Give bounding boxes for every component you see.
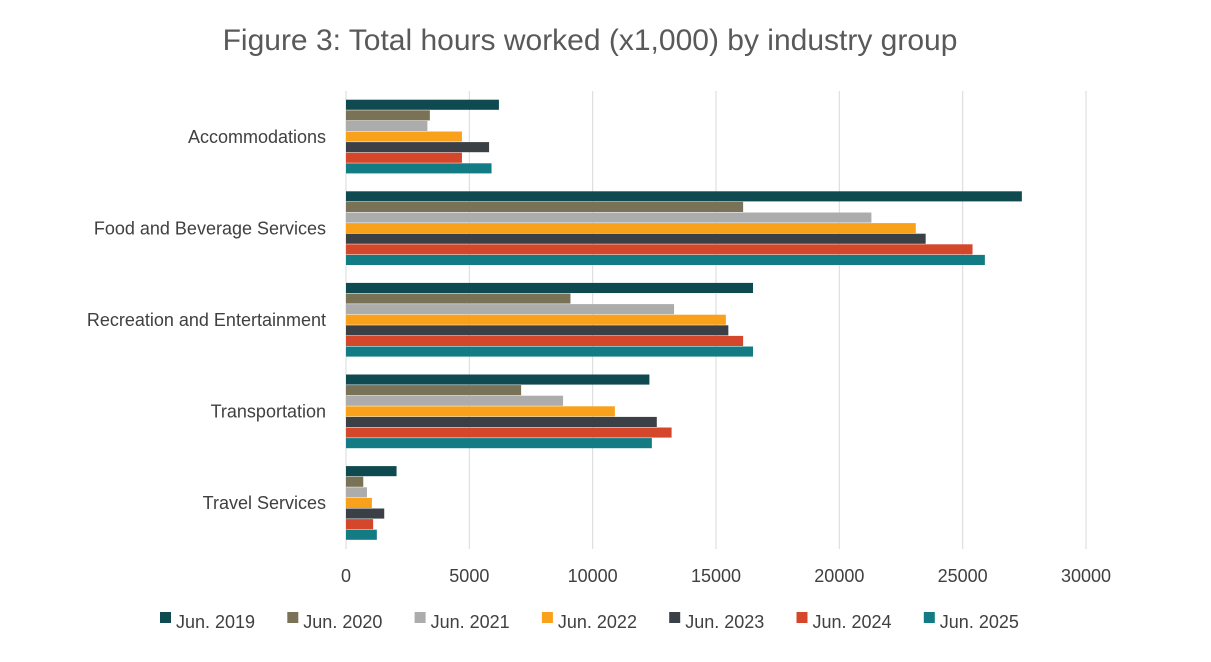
legend-label: Jun. 2025 — [940, 612, 1019, 632]
category-labels: Accommodations Food and Beverage Services… — [87, 127, 326, 513]
legend-swatch — [414, 612, 426, 623]
bar — [346, 254, 985, 265]
bar — [346, 325, 729, 336]
x-tick-label: 30000 — [1061, 566, 1111, 586]
legend-swatch — [287, 612, 299, 623]
x-tick-label: 5000 — [449, 566, 489, 586]
bar — [346, 385, 522, 396]
bar — [346, 191, 1022, 202]
bar — [346, 487, 367, 498]
legend-swatch — [796, 612, 808, 623]
bar — [346, 131, 462, 142]
x-tick-label: 15000 — [691, 566, 741, 586]
bar — [346, 519, 374, 530]
legend-label: Jun. 2019 — [176, 612, 255, 632]
bar — [346, 395, 564, 406]
bar — [346, 152, 462, 163]
bar — [346, 201, 744, 212]
bar — [346, 142, 490, 153]
bar — [346, 293, 571, 304]
bar — [346, 335, 744, 346]
bar — [346, 427, 672, 438]
x-tick-label: 25000 — [938, 566, 988, 586]
legend-label: Jun. 2020 — [303, 612, 382, 632]
legend-label: Jun. 2023 — [685, 612, 764, 632]
bar — [346, 529, 377, 540]
category-label: Accommodations — [188, 127, 326, 147]
bar — [346, 99, 499, 110]
x-tick-label: 20000 — [814, 566, 864, 586]
bar — [346, 282, 753, 293]
bar — [346, 374, 650, 385]
bar — [346, 508, 385, 519]
bar — [346, 416, 657, 427]
bar — [346, 304, 675, 315]
category-label: Transportation — [211, 402, 326, 422]
x-tick-label: 0 — [341, 566, 351, 586]
bar — [346, 346, 753, 357]
bar — [346, 233, 926, 244]
bar — [346, 406, 615, 417]
bar — [346, 476, 364, 487]
chart-title: Figure 3: Total hours worked (x1,000) by… — [222, 24, 958, 57]
bar — [346, 163, 492, 174]
legend-label: Jun. 2022 — [558, 612, 637, 632]
bar — [346, 120, 428, 131]
x-tick-label: 10000 — [568, 566, 618, 586]
legend-label: Jun. 2024 — [813, 612, 892, 632]
legend-swatch — [541, 612, 553, 623]
legend-swatch — [160, 612, 171, 623]
bar — [346, 497, 372, 508]
bar — [346, 110, 430, 121]
category-label: Travel Services — [203, 493, 326, 513]
bar — [346, 438, 652, 449]
bar — [346, 314, 726, 325]
bars — [346, 99, 1022, 540]
x-axis-ticks: 0 5000 10000 15000 20000 25000 30000 — [341, 566, 1111, 586]
category-label: Food and Beverage Services — [94, 218, 326, 238]
bar — [346, 244, 973, 255]
bar — [346, 223, 916, 234]
legend-swatch — [669, 612, 681, 623]
legend-label: Jun. 2021 — [431, 612, 510, 632]
bar — [346, 212, 872, 223]
category-label: Recreation and Entertainment — [87, 310, 326, 330]
bar — [346, 466, 397, 477]
legend-swatch — [923, 612, 935, 623]
legend: Jun. 2019 Jun. 2020 Jun. 2021 Jun. 2022 Jun.… — [160, 612, 1019, 632]
